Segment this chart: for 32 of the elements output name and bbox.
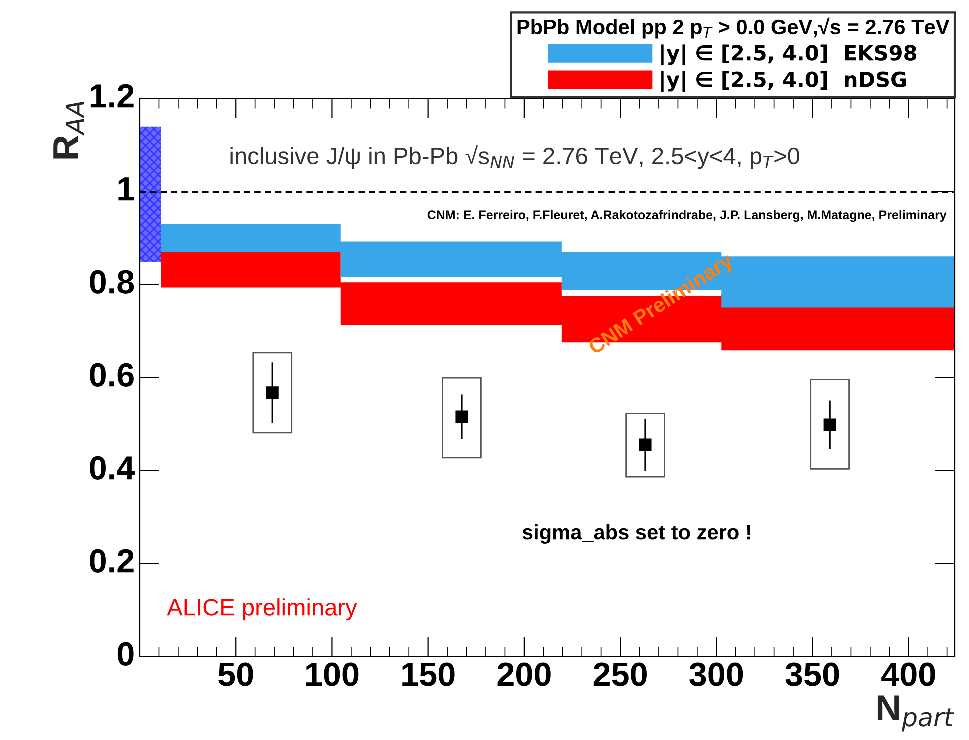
x-tick-label: 100: [306, 662, 359, 686]
annotation: sigma_abs set to zero !: [522, 524, 750, 544]
bar: [626, 413, 666, 478]
bar: [810, 379, 850, 470]
x-tick-label: 300: [690, 662, 744, 686]
x-tick-label: 400: [882, 662, 936, 686]
legend-label: |y| ∈ [2.5, 4.0] EKS98: [662, 44, 916, 66]
legend-label: |y| ∈ [2.5, 4.0] nDSG: [662, 71, 906, 92]
x-axis-title: N$_{part}$: [878, 696, 955, 732]
point: [266, 386, 279, 400]
x-tick-label: 350: [786, 662, 840, 686]
x-tick-label: 50: [218, 662, 254, 686]
x-tick-label: 200: [498, 662, 551, 686]
annotation: ALICE preliminary: [167, 598, 358, 621]
x-tick-label: 150: [402, 662, 455, 686]
y-axis-title: R$_{AA}$: [54, 102, 84, 159]
y-tick-label: 0.2: [90, 549, 134, 573]
annotation: inclusive J/ψ in Pb-Pb √s$_{NN}$ = 2.76 TeV, 2.5<y<4, p$_{T}$>0: [230, 146, 800, 170]
y-tick-label: 1.2: [90, 84, 134, 108]
y-tick-label: 0.8: [90, 270, 134, 294]
legend-title: PbPb Model pp 2 p$_{T}$ > 0.0 GeV,√s = 2.76 TeV: [518, 18, 950, 39]
bar: [442, 377, 482, 459]
bar: [252, 352, 293, 434]
annotation: CNM: E. Ferreiro, F.Fleuret, A.Rakotozafrindrabe, J.P. Lansberg, M.Matagne, Preliminary: [428, 210, 947, 222]
y-tick-label: 1: [118, 178, 134, 201]
point: [824, 418, 836, 432]
y-tick-label: 0.4: [90, 456, 135, 480]
point: [456, 410, 468, 424]
y-tick-label: 0.6: [90, 363, 134, 387]
y-tick-label: 0: [118, 642, 134, 666]
x-tick-label: 250: [594, 662, 647, 686]
point: [639, 438, 652, 452]
